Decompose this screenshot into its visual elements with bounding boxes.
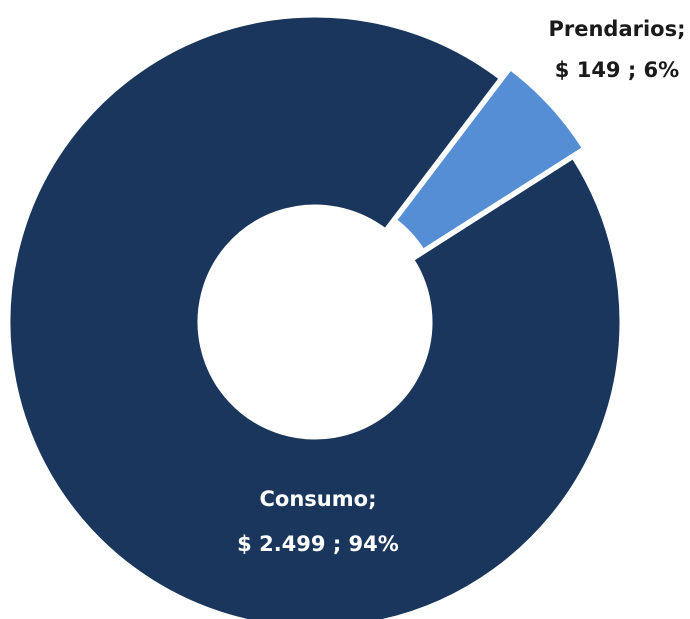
segment-label: Consumo; bbox=[260, 487, 377, 511]
segment-value-label: $ 149 ; 6% bbox=[555, 58, 679, 82]
donut-segment bbox=[7, 14, 623, 619]
segment-label: Prendarios; bbox=[548, 17, 685, 41]
segment-value-label: $ 2.499 ; 94% bbox=[237, 532, 399, 556]
donut-segment bbox=[393, 66, 586, 253]
